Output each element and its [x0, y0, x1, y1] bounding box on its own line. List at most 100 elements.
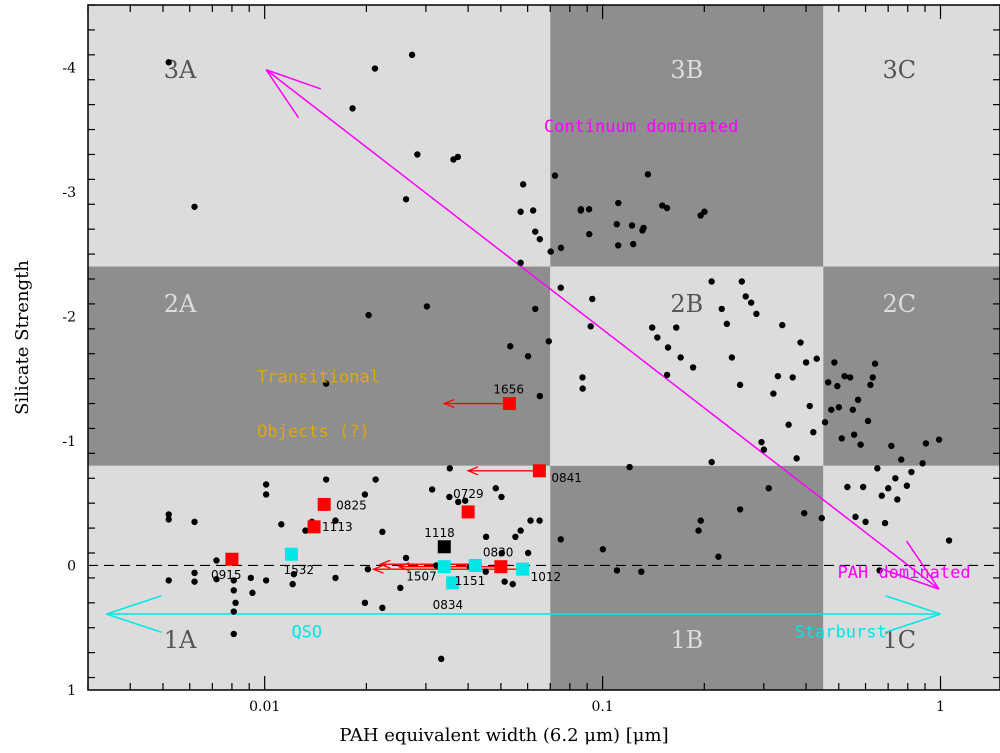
region-2b [550, 266, 824, 466]
data-point-134 [789, 374, 796, 381]
data-point-148 [835, 404, 843, 411]
red-square-1 [532, 464, 546, 478]
data-point-117 [715, 553, 722, 560]
data-point-123 [738, 278, 745, 285]
red-square-3 [317, 497, 331, 511]
y-tick-label-3: -1 [62, 434, 76, 450]
data-point-3 [165, 516, 172, 523]
data-point-106 [663, 204, 671, 212]
data-point-8 [213, 557, 220, 564]
data-point-89 [589, 295, 596, 303]
x-tick-label-1: 0.1 [591, 699, 613, 715]
data-point-59 [501, 578, 508, 585]
point-label-1118: 1118 [424, 526, 455, 540]
data-point-128 [760, 446, 768, 453]
quadrant-regions [88, 5, 1000, 690]
data-point-95 [626, 463, 633, 471]
data-point-83 [577, 206, 585, 213]
data-point-116 [708, 458, 715, 466]
data-point-38 [397, 584, 404, 592]
data-point-158 [859, 483, 867, 491]
data-point-96 [628, 222, 636, 229]
black-square-0 [437, 540, 451, 554]
data-point-30 [361, 491, 369, 498]
data-point-79 [557, 284, 564, 291]
qso-starburst-arrow-start-head-0 [106, 613, 162, 633]
data-point-177 [935, 436, 943, 443]
data-point-63 [517, 527, 524, 534]
data-point-80 [557, 244, 565, 252]
data-point-178 [945, 537, 953, 544]
data-point-61 [509, 580, 516, 588]
data-point-165 [876, 567, 883, 574]
data-point-55 [482, 533, 490, 541]
data-point-11 [230, 587, 237, 594]
data-point-108 [673, 324, 680, 331]
data-point-31 [361, 599, 369, 607]
data-point-34 [371, 65, 379, 72]
data-point-127 [758, 438, 765, 446]
data-point-27 [332, 517, 339, 524]
y-tick-label-2: -2 [62, 309, 76, 325]
trend-arrows [106, 69, 941, 633]
data-point-137 [801, 509, 808, 517]
data-point-143 [821, 419, 829, 426]
data-point-57 [498, 493, 505, 501]
data-point-110 [689, 364, 697, 371]
region-1b [550, 465, 824, 690]
region-3b [550, 5, 824, 267]
data-point-5 [191, 518, 198, 526]
data-point-44 [428, 486, 436, 493]
data-point-18 [262, 491, 270, 498]
continuum-pah-arrow-start-head-1 [265, 69, 322, 90]
data-point-48 [446, 465, 453, 472]
data-point-12 [230, 608, 237, 615]
point-label-1507: 1507 [406, 570, 437, 584]
data-point-122 [736, 506, 744, 513]
x-tick-label-0: 0.01 [249, 699, 280, 715]
cyan-square-3 [516, 562, 530, 576]
data-point-70 [529, 207, 537, 214]
y-tick-label-0: -4 [62, 60, 76, 76]
data-point-62 [512, 533, 519, 541]
qso-starburst-arrow-start-head-1 [106, 595, 162, 615]
data-point-176 [922, 440, 930, 447]
data-point-172 [898, 456, 905, 463]
data-point-85 [579, 385, 586, 392]
data-point-23 [302, 527, 309, 534]
red-square-0 [502, 397, 516, 411]
data-point-94 [615, 199, 622, 207]
data-point-46 [438, 655, 445, 663]
data-point-75 [536, 517, 543, 524]
data-point-13 [230, 630, 237, 638]
data-point-1 [191, 203, 198, 210]
data-point-167 [881, 519, 889, 527]
data-point-153 [849, 406, 857, 413]
data-point-52 [461, 497, 469, 504]
data-point-118 [718, 305, 725, 313]
region-label-2a: 2A [164, 290, 197, 318]
data-point-130 [770, 390, 777, 397]
data-point-92 [613, 221, 621, 228]
data-point-124 [742, 293, 749, 300]
continuum-pah-arrow-end-head-1 [884, 569, 940, 590]
data-point-170 [892, 475, 899, 482]
data-point-35 [372, 476, 379, 483]
data-point-125 [747, 299, 755, 306]
data-point-71 [532, 228, 539, 235]
data-point-114 [701, 208, 708, 215]
data-point-60 [507, 343, 514, 350]
data-point-20 [278, 521, 285, 528]
limit-arrow-head-4 [378, 559, 391, 569]
data-point-173 [903, 482, 911, 489]
data-point-109 [677, 354, 684, 361]
data-point-111 [695, 527, 702, 534]
data-point-150 [841, 372, 848, 380]
data-point-163 [871, 360, 879, 367]
data-point-69 [527, 517, 534, 524]
data-point-47 [446, 493, 453, 501]
data-point-119 [723, 320, 731, 328]
data-point-174 [908, 468, 915, 476]
